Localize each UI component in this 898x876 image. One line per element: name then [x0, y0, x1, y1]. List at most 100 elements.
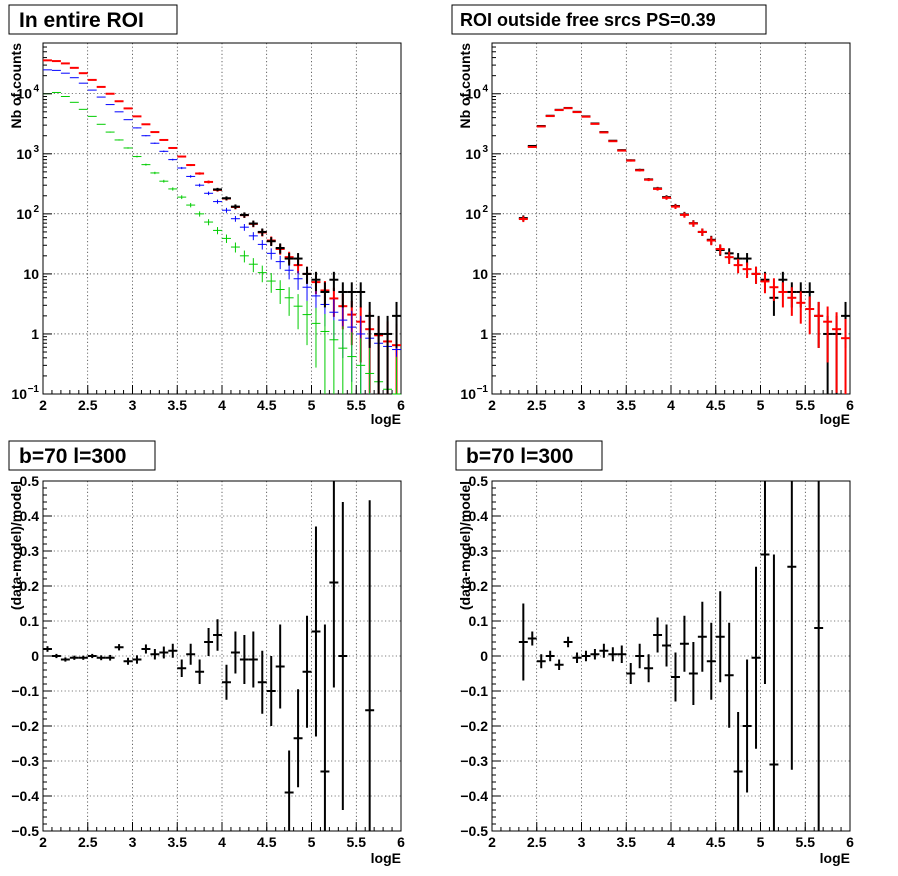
grid	[43, 481, 401, 831]
y-tick-label: 0.2	[20, 578, 40, 594]
data-point	[60, 657, 70, 662]
data-point	[213, 227, 222, 235]
y-tick-label: 0	[31, 648, 39, 664]
plot-frame	[491, 42, 851, 395]
data-point	[105, 654, 115, 661]
data-point	[715, 244, 725, 255]
data-point	[257, 228, 267, 236]
x-tick-label: 5	[308, 834, 316, 850]
series-1	[43, 69, 401, 394]
data-point	[671, 204, 680, 209]
data-point	[365, 343, 375, 394]
data-point	[311, 526, 321, 737]
data-point	[293, 689, 303, 788]
data-point	[150, 649, 160, 660]
panel-counts-outside-free-srcs: ROI outside free srcs PS=0.39 2 2.5 3 3.5 4 4…	[451, 4, 854, 427]
data-point	[671, 652, 680, 702]
x-tick-label: 4	[667, 397, 675, 413]
data-point	[222, 664, 231, 700]
data-marks	[43, 481, 375, 831]
panel-residual-right: b=70 l=300 2 2.5 3 3.5 4 4.5 5 5.5 6 −0.5 −0.4 −0.3…	[455, 440, 854, 866]
x-tick-label: 2	[488, 834, 496, 850]
panel-title: b=70 l=300	[466, 445, 573, 468]
data-point	[653, 187, 663, 191]
data-point	[320, 314, 330, 394]
x-tick-label: 3	[129, 397, 137, 413]
x-tick-label: 3	[578, 397, 586, 413]
data-point	[760, 273, 770, 294]
x-tick-label: 4.5	[706, 397, 726, 413]
data-point	[599, 643, 609, 658]
y-tick-label: 10	[11, 386, 27, 402]
panel-title: b=70 l=300	[19, 445, 126, 468]
x-tick-label: 5.5	[796, 397, 816, 413]
data-point	[751, 566, 761, 749]
data-point	[724, 251, 734, 264]
panel-title-box	[455, 440, 603, 471]
y-tick-exponent: 2	[482, 204, 488, 215]
y-tick-label: 10	[465, 206, 481, 222]
data-point	[518, 216, 528, 223]
data-point	[177, 166, 187, 170]
data-point	[392, 356, 401, 395]
x-tick-label: 4	[667, 834, 675, 850]
data-point	[266, 272, 276, 293]
data-point	[248, 232, 258, 241]
data-point	[653, 617, 663, 653]
data-point	[536, 654, 546, 669]
data-point	[230, 242, 240, 253]
data-point	[195, 183, 205, 187]
data-point	[123, 147, 133, 149]
data-point	[365, 500, 375, 831]
x-tick-label: 6	[846, 397, 854, 413]
x-tick-label: 2	[39, 834, 47, 850]
data-point	[195, 172, 205, 175]
data-point	[724, 622, 734, 728]
y-tick-label: 0.5	[469, 473, 489, 489]
data-point	[814, 481, 824, 831]
data-point	[320, 282, 330, 308]
grid	[43, 43, 401, 394]
data-point	[222, 196, 231, 201]
data-point	[733, 258, 743, 274]
data-point	[617, 149, 627, 152]
data-point	[159, 150, 169, 153]
x-tick-label: 3.5	[617, 397, 637, 413]
y-tick-label: 10	[465, 86, 481, 102]
data-point	[688, 220, 698, 227]
data-point	[150, 171, 160, 175]
data-point	[787, 481, 797, 770]
data-point	[293, 270, 303, 290]
data-point	[248, 258, 258, 273]
data-point	[239, 224, 249, 231]
data-point	[186, 643, 196, 665]
data-point	[248, 631, 258, 688]
panel-residual-left: b=70 l=300 2 2.5 3 3.5 4 4.5 5 5.5 6 −0.5 −0.4 −0.3…	[8, 440, 405, 866]
data-point	[186, 175, 196, 178]
data-point	[311, 307, 321, 368]
data-point	[644, 178, 654, 182]
y-tick-label: 10	[460, 386, 476, 402]
data-point	[78, 655, 88, 660]
tick-labels: 2 2.5 3 3.5 4 4.5 5 5.5 6 −0.5 −0.4 −0.3 −0.2 −0.1 0 0.…	[11, 473, 405, 850]
data-point	[697, 228, 707, 236]
x-axis-label: logE	[820, 411, 850, 427]
data-point	[347, 282, 357, 308]
data-point	[275, 255, 285, 270]
y-tick-label: 1	[31, 326, 39, 342]
data-point	[527, 631, 537, 646]
data-point	[159, 646, 169, 659]
data-point	[832, 312, 842, 393]
data-point	[662, 195, 671, 200]
series-0	[43, 481, 375, 831]
data-point	[275, 624, 285, 709]
x-tick-label: 2.5	[527, 834, 547, 850]
x-tick-label: 5.5	[347, 834, 367, 850]
data-point	[195, 659, 205, 684]
x-tick-label: 4	[218, 397, 226, 413]
data-point	[230, 204, 240, 209]
series-0	[518, 106, 850, 394]
y-tick-label: −0.3	[460, 753, 488, 769]
data-point	[239, 635, 249, 684]
